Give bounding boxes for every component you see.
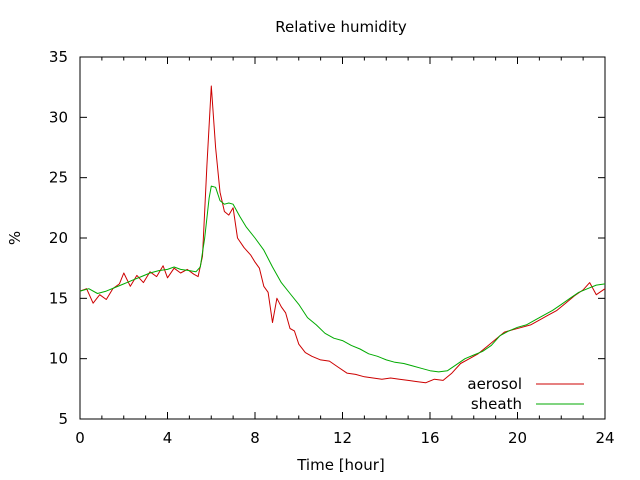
y-tick-label: 30: [49, 108, 68, 126]
y-tick-label: 25: [49, 169, 68, 187]
legend-label-sheath: sheath: [471, 395, 522, 413]
tick-marks: [79, 56, 606, 420]
y-tick-label: 10: [49, 350, 68, 368]
x-tick-label: 0: [75, 429, 85, 447]
y-tick-label: 20: [49, 229, 68, 247]
x-tick-label: 16: [420, 429, 439, 447]
y-tick-labels: 5 10 15 20 25 30 35: [49, 48, 68, 428]
series-line-sheath: [79, 185, 606, 373]
x-tick-label: 24: [595, 429, 614, 447]
legend: aerosol sheath: [467, 375, 584, 413]
plot-frame: [79, 56, 606, 420]
x-tick-label: 12: [333, 429, 352, 447]
y-tick-label: 35: [49, 48, 68, 66]
series-lines: [79, 85, 606, 384]
x-axis-label: Time [hour]: [296, 456, 385, 474]
x-tick-labels: 0 4 8 12 16 20 24: [75, 429, 614, 447]
y-tick-label: 5: [58, 410, 68, 428]
chart-title: Relative humidity: [275, 18, 407, 36]
y-tick-label: 15: [49, 289, 68, 307]
legend-label-aerosol: aerosol: [467, 375, 522, 393]
y-axis-label: %: [6, 231, 24, 245]
x-tick-label: 20: [508, 429, 527, 447]
x-tick-label: 4: [163, 429, 173, 447]
series-line-aerosol: [79, 85, 606, 384]
x-tick-label: 8: [250, 429, 260, 447]
